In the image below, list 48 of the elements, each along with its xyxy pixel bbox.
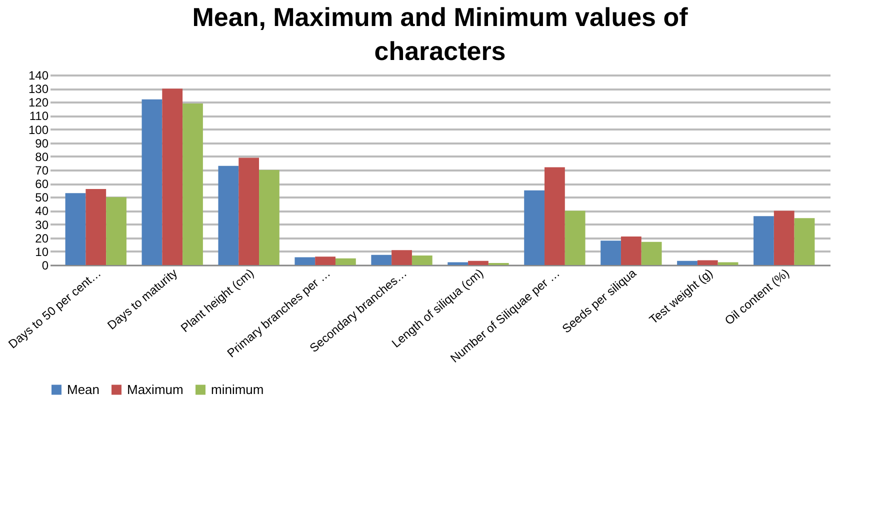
y-tick-label: 30 — [35, 218, 49, 232]
bar — [335, 258, 356, 265]
bar — [142, 99, 162, 265]
bar — [238, 158, 260, 265]
bar — [677, 260, 698, 265]
bar — [620, 236, 642, 265]
bar — [544, 167, 565, 265]
legend-label: Maximum — [127, 382, 184, 397]
y-tick-label: 140 — [28, 68, 49, 82]
bar — [65, 193, 86, 265]
bar — [524, 190, 545, 265]
y-tick-label: 130 — [28, 82, 49, 96]
bar — [162, 88, 183, 265]
bar — [294, 257, 316, 265]
bar — [600, 240, 621, 265]
y-tick-label: 70 — [35, 164, 49, 178]
bar — [697, 260, 718, 265]
bar — [641, 242, 662, 265]
bar — [86, 189, 106, 265]
y-tick-label: 10 — [35, 244, 49, 259]
bar — [794, 218, 815, 265]
bar — [182, 104, 203, 265]
y-tick-label: 20 — [35, 231, 49, 246]
y-tick-label: 90 — [35, 136, 49, 150]
y-tick-label: 80 — [35, 150, 49, 164]
bar — [468, 260, 488, 265]
legend-label: minimum — [211, 382, 264, 397]
y-tick-label: 120 — [28, 96, 49, 110]
bar — [774, 210, 794, 265]
bar — [718, 262, 738, 265]
bar — [259, 170, 280, 265]
bar — [218, 166, 239, 265]
bar — [315, 256, 336, 265]
bar — [371, 254, 392, 265]
y-tick-label: 60 — [35, 177, 49, 192]
bar — [106, 197, 126, 265]
y-tick-label: 110 — [29, 109, 49, 124]
bar — [392, 250, 412, 265]
y-tick-label: 0 — [42, 258, 49, 272]
bar — [754, 216, 774, 265]
legend-label: Mean — [67, 382, 100, 397]
bar — [564, 210, 586, 265]
bar — [412, 256, 432, 265]
y-tick-label: 50 — [35, 190, 49, 205]
y-tick-label: 100 — [28, 122, 49, 137]
y-tick-label: 40 — [35, 204, 49, 218]
chart-title: Mean, Maximum and Minimum values of characters — [192, 2, 688, 66]
bar — [448, 262, 468, 265]
